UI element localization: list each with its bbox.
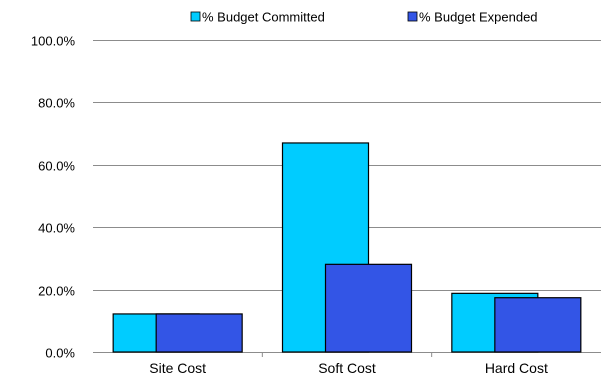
legend-label-committed: % Budget Committed	[202, 10, 325, 25]
legend-swatch-committed	[190, 11, 201, 22]
bar-expended-1	[324, 263, 413, 353]
x-tick-label: Soft Cost	[318, 360, 376, 376]
bar-expended-2	[494, 297, 582, 353]
y-tick-label: 20.0%	[38, 284, 75, 299]
y-tick-label: 80.0%	[38, 96, 75, 111]
bars	[112, 142, 582, 353]
axes	[93, 352, 601, 357]
y-tick-label: 100.0%	[31, 34, 76, 49]
y-tick-label: 60.0%	[38, 159, 75, 174]
legend: % Budget Committed % Budget Expended	[190, 10, 538, 25]
y-tick-label: 0.0%	[45, 346, 75, 361]
legend-label-expended: % Budget Expended	[419, 10, 538, 25]
bar-expended-0	[155, 313, 243, 353]
x-tick-label: Site Cost	[149, 360, 206, 376]
x-tick-label: Hard Cost	[485, 360, 548, 376]
legend-swatch-expended	[407, 11, 418, 22]
axis-labels: 0.0% 20.0% 40.0% 60.0% 80.0% 100.0% Site Cost S…	[31, 34, 548, 377]
y-tick-label: 40.0%	[38, 221, 75, 236]
